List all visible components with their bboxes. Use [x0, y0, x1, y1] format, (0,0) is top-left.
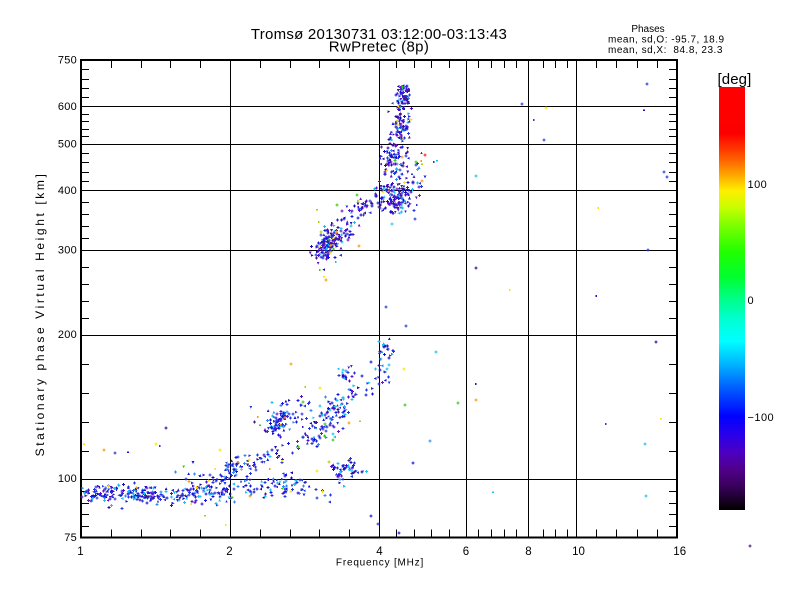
svg-text:16: 16: [673, 546, 686, 558]
svg-text:[deg]: [deg]: [718, 71, 752, 88]
svg-text:300: 300: [58, 245, 77, 257]
svg-text:500: 500: [58, 139, 77, 151]
svg-text:mean, sd,O: -95.7, 18.9: mean, sd,O: -95.7, 18.9: [608, 35, 725, 46]
svg-text:Phases: Phases: [631, 24, 664, 35]
svg-text:1: 1: [77, 546, 83, 558]
svg-text:100: 100: [748, 179, 768, 191]
svg-text:−100: −100: [748, 412, 775, 424]
svg-text:2: 2: [226, 546, 232, 558]
svg-text:Tromsø 20130731 03:12:00-03:13: Tromsø 20130731 03:12:00-03:13:43: [251, 26, 507, 43]
svg-text:mean, sd,X: 84.8, 23.3: mean, sd,X: 84.8, 23.3: [608, 45, 723, 56]
svg-text:600: 600: [58, 101, 77, 113]
svg-text:400: 400: [58, 185, 77, 197]
svg-text:8: 8: [525, 546, 531, 558]
svg-text:200: 200: [58, 329, 77, 341]
svg-text:RwPretec (8p): RwPretec (8p): [329, 39, 429, 56]
svg-text:10: 10: [572, 546, 585, 558]
svg-text:75: 75: [64, 532, 77, 544]
svg-text:100: 100: [58, 473, 77, 485]
svg-text:4: 4: [376, 546, 383, 558]
svg-text:Frequency [MHz]: Frequency [MHz]: [336, 557, 424, 568]
svg-text:750: 750: [58, 55, 77, 67]
svg-text:Stationary phase Virtual Heigh: Stationary phase Virtual Height [km]: [33, 172, 47, 457]
svg-text:6: 6: [463, 546, 469, 558]
svg-text:0: 0: [748, 295, 755, 307]
